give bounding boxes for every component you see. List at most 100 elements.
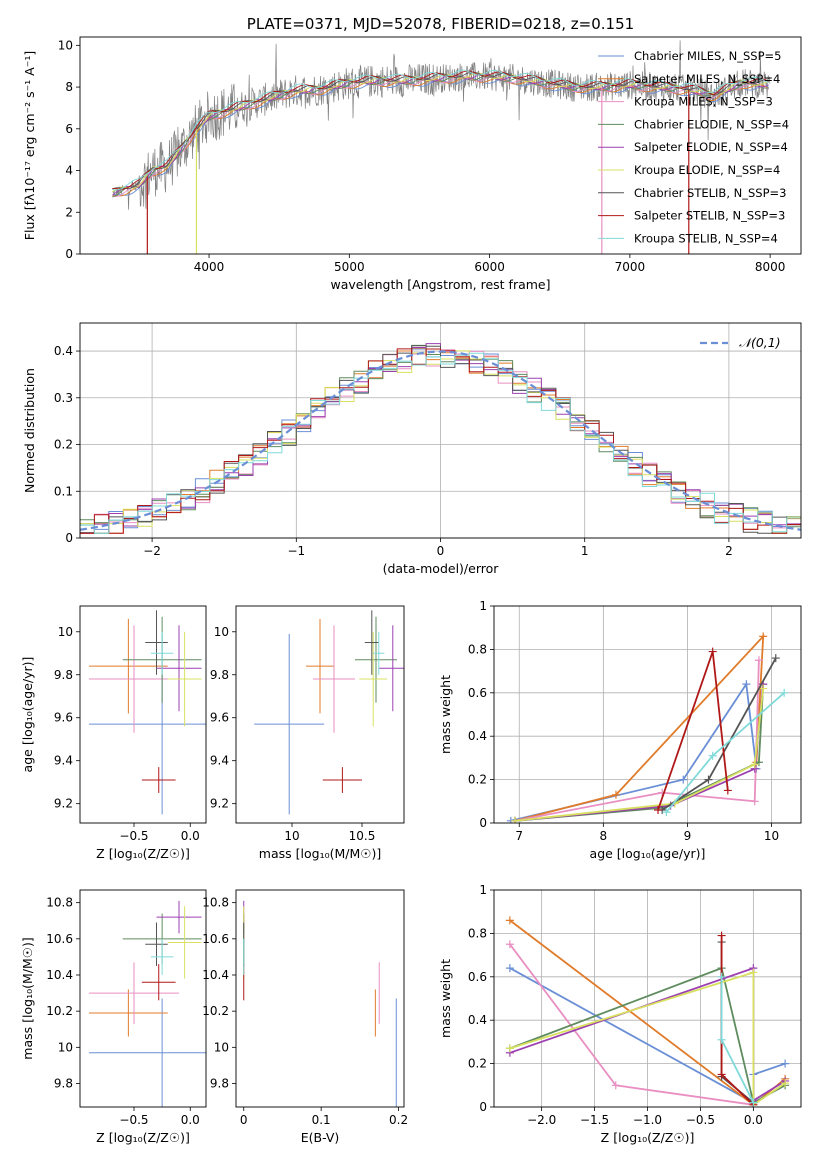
y-tick-label: 0 [479, 816, 487, 830]
x-tick-label: −0.5 [686, 1113, 715, 1127]
weight_vs_age-axes: 7 8 9 10 0 0.2 0.4 0.6 0.8 1 age [log₁₀(age/yr)] ma… [438, 599, 801, 861]
y-tick-label: 0.3 [54, 391, 73, 405]
x-tick-label: −1.0 [633, 1113, 662, 1127]
y-tick-label: 0.6 [468, 970, 487, 984]
legend-label: Chabrier ELODIE, N_SSP=4 [634, 117, 789, 131]
legend-label: Kroupa STELIB, N_SSP=4 [634, 231, 778, 245]
spectrum-axes: 4000 5000 6000 7000 8000 0 2 4 6 8 10 wavelength [A… [22, 38, 785, 292]
weight-line-salpeter_miles [514, 633, 765, 822]
x-tick-label: 7000 [615, 260, 646, 274]
y-tick-label: 4 [65, 164, 73, 178]
weight-marker [780, 688, 789, 697]
errorbar-point [89, 618, 168, 714]
y-tick-label: 10.2 [202, 1004, 229, 1018]
weight-line-kroupa_elodie [509, 971, 786, 1107]
model-kroupa_stelib [112, 69, 769, 191]
y-axis-label: mass weight [438, 959, 453, 1038]
y-tick-label: 10.4 [46, 968, 73, 982]
x-tick-label: 0.2 [389, 1113, 408, 1127]
weight-marker [505, 964, 514, 973]
y-axis-label: mass [log₁₀(M/M☉)] [20, 937, 35, 1059]
errorbar-point [150, 938, 174, 975]
y-tick-label: 9.8 [54, 668, 73, 682]
errorbar-point [89, 625, 179, 733]
y-tick-label: 9.2 [210, 797, 229, 811]
weight-marker [611, 790, 620, 799]
y-tick-label: 10 [214, 625, 229, 639]
y-axis-label: mass weight [438, 675, 453, 754]
age_vs_Z-errorbars [89, 610, 206, 815]
weight_vs_Z-axes: −2.0 −1.5 −1.0 −0.5 0.0 0 0.2 0.4 0.6 0.8 1 Z [log₁… [438, 883, 801, 1145]
errorbar-point [378, 625, 404, 712]
y-tick-label: 0.8 [468, 926, 487, 940]
errorbar-point [306, 618, 334, 714]
x-tick-label: 4000 [194, 260, 225, 274]
weight-marker [750, 760, 759, 769]
x-tick-label: −1.5 [580, 1113, 609, 1127]
model-salpeter_stelib [112, 70, 769, 190]
age_vs_mass-axes: 10 10.5 9.2 9.4 9.6 9.8 10 mass [log₁₀(M/M☉)] [210, 625, 381, 861]
x-tick-label: −1 [287, 544, 305, 558]
y-axis-label: Normed distribution [22, 368, 37, 493]
chart-title: PLATE=0371, MJD=52078, FIBERID=0218, z=0… [247, 15, 634, 33]
weight-marker [511, 816, 520, 823]
weight-marker [781, 1079, 790, 1088]
weight_vs_age-frame [493, 605, 802, 824]
mass_vs_Z-axes: −0.5 0.0 9.8 10 10.2 10.4 10.6 10.8 Z [log₁₀(Z/Z… [20, 896, 200, 1145]
mass_vs_Z-frame [79, 889, 207, 1108]
x-axis-label: E(B-V) [301, 1130, 340, 1145]
y-tick-label: 0 [479, 1100, 487, 1114]
weight-marker [759, 632, 768, 641]
weight-marker [749, 968, 758, 977]
weight-line-kroupa_miles [514, 660, 760, 822]
weight-line-kroupa_miles [509, 943, 754, 1106]
y-tick-label: 1 [479, 599, 487, 613]
y-tick-label: 9.8 [210, 1076, 229, 1090]
y-tick-label: 9.6 [54, 711, 73, 725]
y-tick-label: 1 [479, 883, 487, 897]
x-axis-label: Z [log₁₀(Z/Z☉)] [96, 846, 190, 861]
errorbar-point [89, 998, 206, 1107]
spectrum-lines [112, 40, 771, 254]
errorbar-point [254, 633, 325, 815]
x-axis-label: wavelength [Angstrom, rest frame] [330, 277, 550, 292]
legend-label: 𝒩(0,1) [739, 335, 781, 350]
weight-line-chabrier_elodie [514, 684, 765, 822]
age_vs_Z-frame [79, 605, 207, 824]
errorbar-point [313, 625, 355, 733]
weight-marker [771, 654, 780, 663]
y-tick-label: 9.2 [54, 797, 73, 811]
errorbar-point [89, 962, 179, 1024]
errorbar-point [373, 631, 385, 675]
errorbar-point [141, 964, 176, 1001]
y-tick-label: 9.4 [54, 754, 73, 768]
histogram-frame [79, 322, 802, 539]
mass_vs_ebv-frame [235, 889, 405, 1108]
weight-marker [679, 775, 688, 784]
y-tick-label: 9.8 [210, 668, 229, 682]
x-axis-label: age [log₁₀(age/yr)] [590, 846, 706, 861]
weight-line-salpeter_stelib [657, 651, 729, 811]
weight-marker [505, 940, 514, 949]
errorbar-point [359, 631, 388, 727]
weight-marker [754, 656, 763, 665]
weight-line-chabrier_miles [510, 681, 758, 822]
legend-label: Kroupa ELODIE, N_SSP=4 [634, 163, 780, 177]
weight-marker [781, 1059, 790, 1068]
y-tick-label: 9.4 [210, 754, 229, 768]
x-tick-label: −0.5 [119, 1113, 148, 1127]
legend-label: Chabrier MILES, N_SSP=5 [634, 49, 781, 63]
histogram-kroupa_stelib [80, 352, 801, 534]
y-tick-label: 0.2 [468, 773, 487, 787]
normal-curve [80, 350, 801, 531]
y-tick-label: 0.4 [54, 344, 73, 358]
y-tick-label: 9.8 [54, 1076, 73, 1090]
y-tick-label: 2 [65, 205, 73, 219]
weight-marker [759, 684, 768, 693]
age_vs_Z-axes: −0.5 0.0 9.2 9.4 9.6 9.8 10 Z [log₁₀(Z/Z☉)] age … [20, 625, 200, 861]
x-axis-label: Z [log₁₀(Z/Z☉)] [96, 1130, 190, 1145]
x-tick-label: 0 [437, 544, 445, 558]
errorbar-point [89, 989, 168, 1037]
x-tick-label: −0.5 [119, 829, 148, 843]
